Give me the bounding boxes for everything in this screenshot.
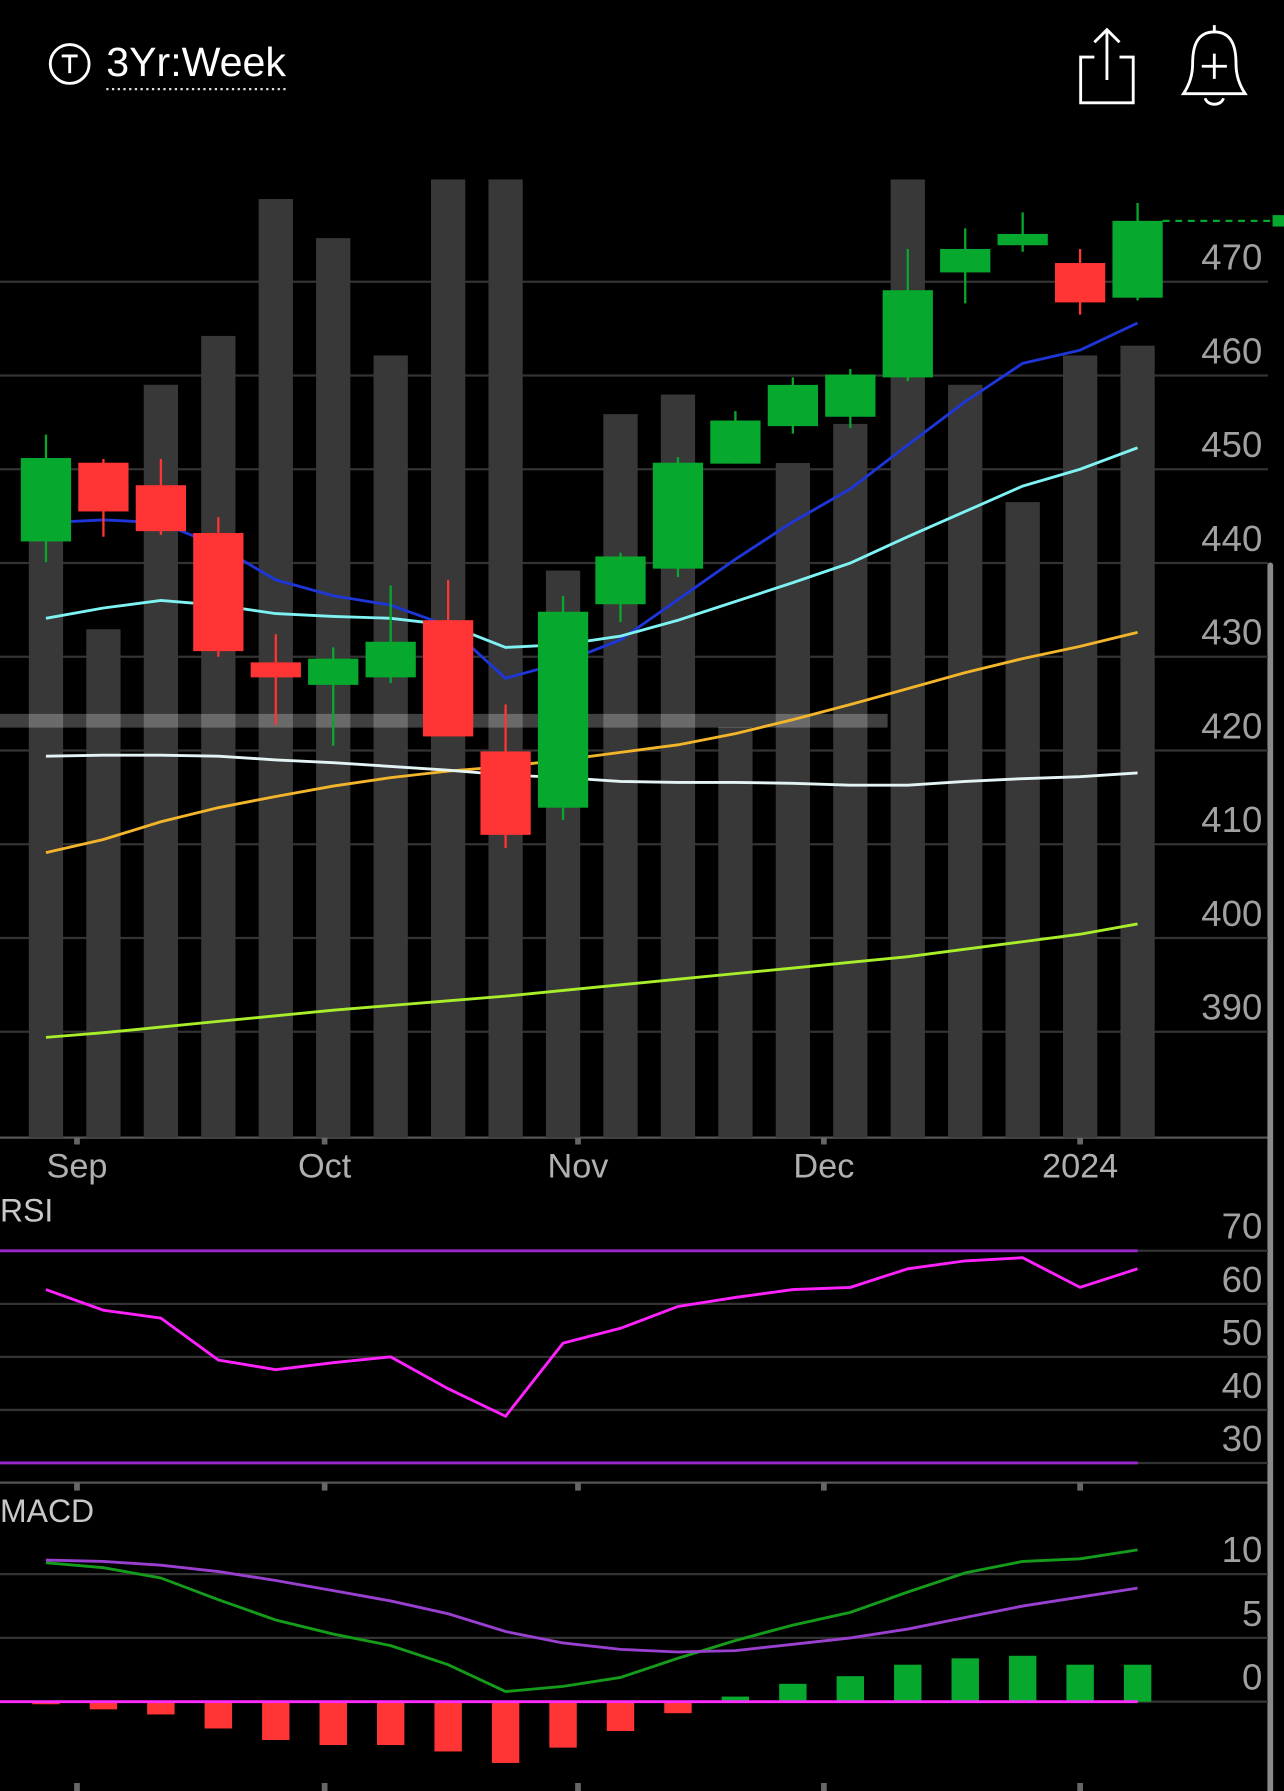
share-arrow xyxy=(1093,27,1121,80)
volume-bar xyxy=(488,179,523,1138)
histogram-bar xyxy=(89,1701,118,1710)
histogram-bar xyxy=(262,1701,290,1740)
candle-body xyxy=(423,620,474,737)
volume-bar xyxy=(1062,355,1098,1138)
x-tick-label: Dec xyxy=(793,1148,854,1186)
candle-body xyxy=(1055,263,1106,303)
candle-body xyxy=(20,458,72,542)
y-tick-label: 5 xyxy=(1242,1593,1262,1634)
candle-body xyxy=(710,420,761,464)
volume-bar xyxy=(201,335,236,1138)
candle-body xyxy=(308,658,359,685)
y-tick-label: 60 xyxy=(1222,1259,1263,1300)
volume-bar xyxy=(833,423,868,1138)
histogram-bar xyxy=(951,1658,979,1702)
histogram-bar xyxy=(664,1701,692,1714)
histogram-bar xyxy=(204,1701,233,1729)
histogram-bar xyxy=(319,1701,347,1746)
histogram-bar xyxy=(779,1683,807,1702)
y-tick-label: 70 xyxy=(1222,1206,1263,1247)
candle-body xyxy=(652,462,704,569)
histogram-bar xyxy=(1066,1664,1094,1702)
y-tick-label: 430 xyxy=(1201,612,1262,653)
candle-body xyxy=(595,556,646,605)
y-tick-label: 460 xyxy=(1201,330,1262,371)
volume-bar xyxy=(86,629,121,1138)
candle-body xyxy=(78,462,129,512)
y-tick-label: 440 xyxy=(1201,518,1262,559)
volume-bar xyxy=(1005,502,1040,1138)
candle-body xyxy=(940,248,991,273)
y-tick-label: 470 xyxy=(1201,237,1262,278)
histogram-bar xyxy=(1008,1655,1037,1702)
macd-title: MACD xyxy=(0,1493,94,1529)
indicator-line xyxy=(45,1558,1138,1654)
candle-body xyxy=(825,374,876,417)
share-button[interactable] xyxy=(1079,27,1135,105)
volume-bar xyxy=(1120,345,1155,1138)
histogram-bar xyxy=(894,1664,922,1702)
histogram-bar xyxy=(836,1676,865,1702)
histogram-bar xyxy=(147,1701,175,1715)
candle-body xyxy=(365,641,416,678)
y-tick-label: 40 xyxy=(1222,1365,1263,1406)
y-tick-label: 10 xyxy=(1222,1529,1263,1570)
range-icon-glyph xyxy=(61,54,78,74)
range-button[interactable]: 3Yr:Week xyxy=(48,39,287,91)
volume-bar xyxy=(718,726,753,1138)
histogram-bar xyxy=(491,1701,520,1763)
indicator-line xyxy=(45,1256,1138,1419)
bell-icon xyxy=(1180,30,1248,96)
x-tick-label: Oct xyxy=(298,1148,352,1186)
x-tick-label: 2024 xyxy=(1042,1148,1118,1186)
volume-bar xyxy=(603,414,638,1138)
last-price-marker xyxy=(1272,215,1284,227)
bell-plus xyxy=(1201,25,1227,106)
y-tick-label: 420 xyxy=(1201,705,1262,746)
candle-body xyxy=(537,611,589,808)
share-icon xyxy=(1079,55,1135,105)
y-tick-label: 400 xyxy=(1201,893,1262,934)
x-tick-label: Nov xyxy=(548,1148,610,1186)
histogram-bar xyxy=(434,1701,462,1752)
candle-body xyxy=(250,662,301,678)
y-tick-label: 450 xyxy=(1201,424,1262,465)
candle-body xyxy=(480,751,531,835)
volume-bar xyxy=(373,355,408,1138)
histogram-bar xyxy=(549,1701,577,1748)
range-icon xyxy=(48,43,91,85)
volume-bar xyxy=(28,472,64,1138)
candle-body xyxy=(767,384,818,427)
indicator-line xyxy=(45,753,1138,787)
histogram-bar xyxy=(721,1696,750,1702)
rsi-title: RSI xyxy=(0,1192,53,1228)
histogram-bar xyxy=(606,1701,635,1732)
x-tick-label: Sep xyxy=(47,1148,108,1186)
candle-body xyxy=(135,485,187,532)
y-tick-label: 50 xyxy=(1222,1312,1263,1353)
y-tick-label: 30 xyxy=(1222,1418,1263,1459)
y-tick-label: 410 xyxy=(1201,799,1262,840)
indicator-line xyxy=(45,922,1138,1039)
y-tick-label: 0 xyxy=(1242,1657,1262,1698)
candle-body xyxy=(997,233,1048,246)
volume-bar xyxy=(775,463,810,1138)
range-title[interactable]: 3Yr:Week xyxy=(106,39,286,85)
histogram-bar xyxy=(1123,1664,1152,1702)
volume-bar xyxy=(948,384,983,1138)
indicator-line xyxy=(45,630,1138,855)
alert-button[interactable] xyxy=(1180,25,1248,106)
histogram-bar xyxy=(376,1701,405,1746)
candle-body xyxy=(193,533,244,652)
y-tick-label: 390 xyxy=(1201,987,1262,1028)
candle-body xyxy=(1112,220,1163,298)
candle-body xyxy=(882,290,933,378)
indicator-line xyxy=(45,1548,1138,1693)
